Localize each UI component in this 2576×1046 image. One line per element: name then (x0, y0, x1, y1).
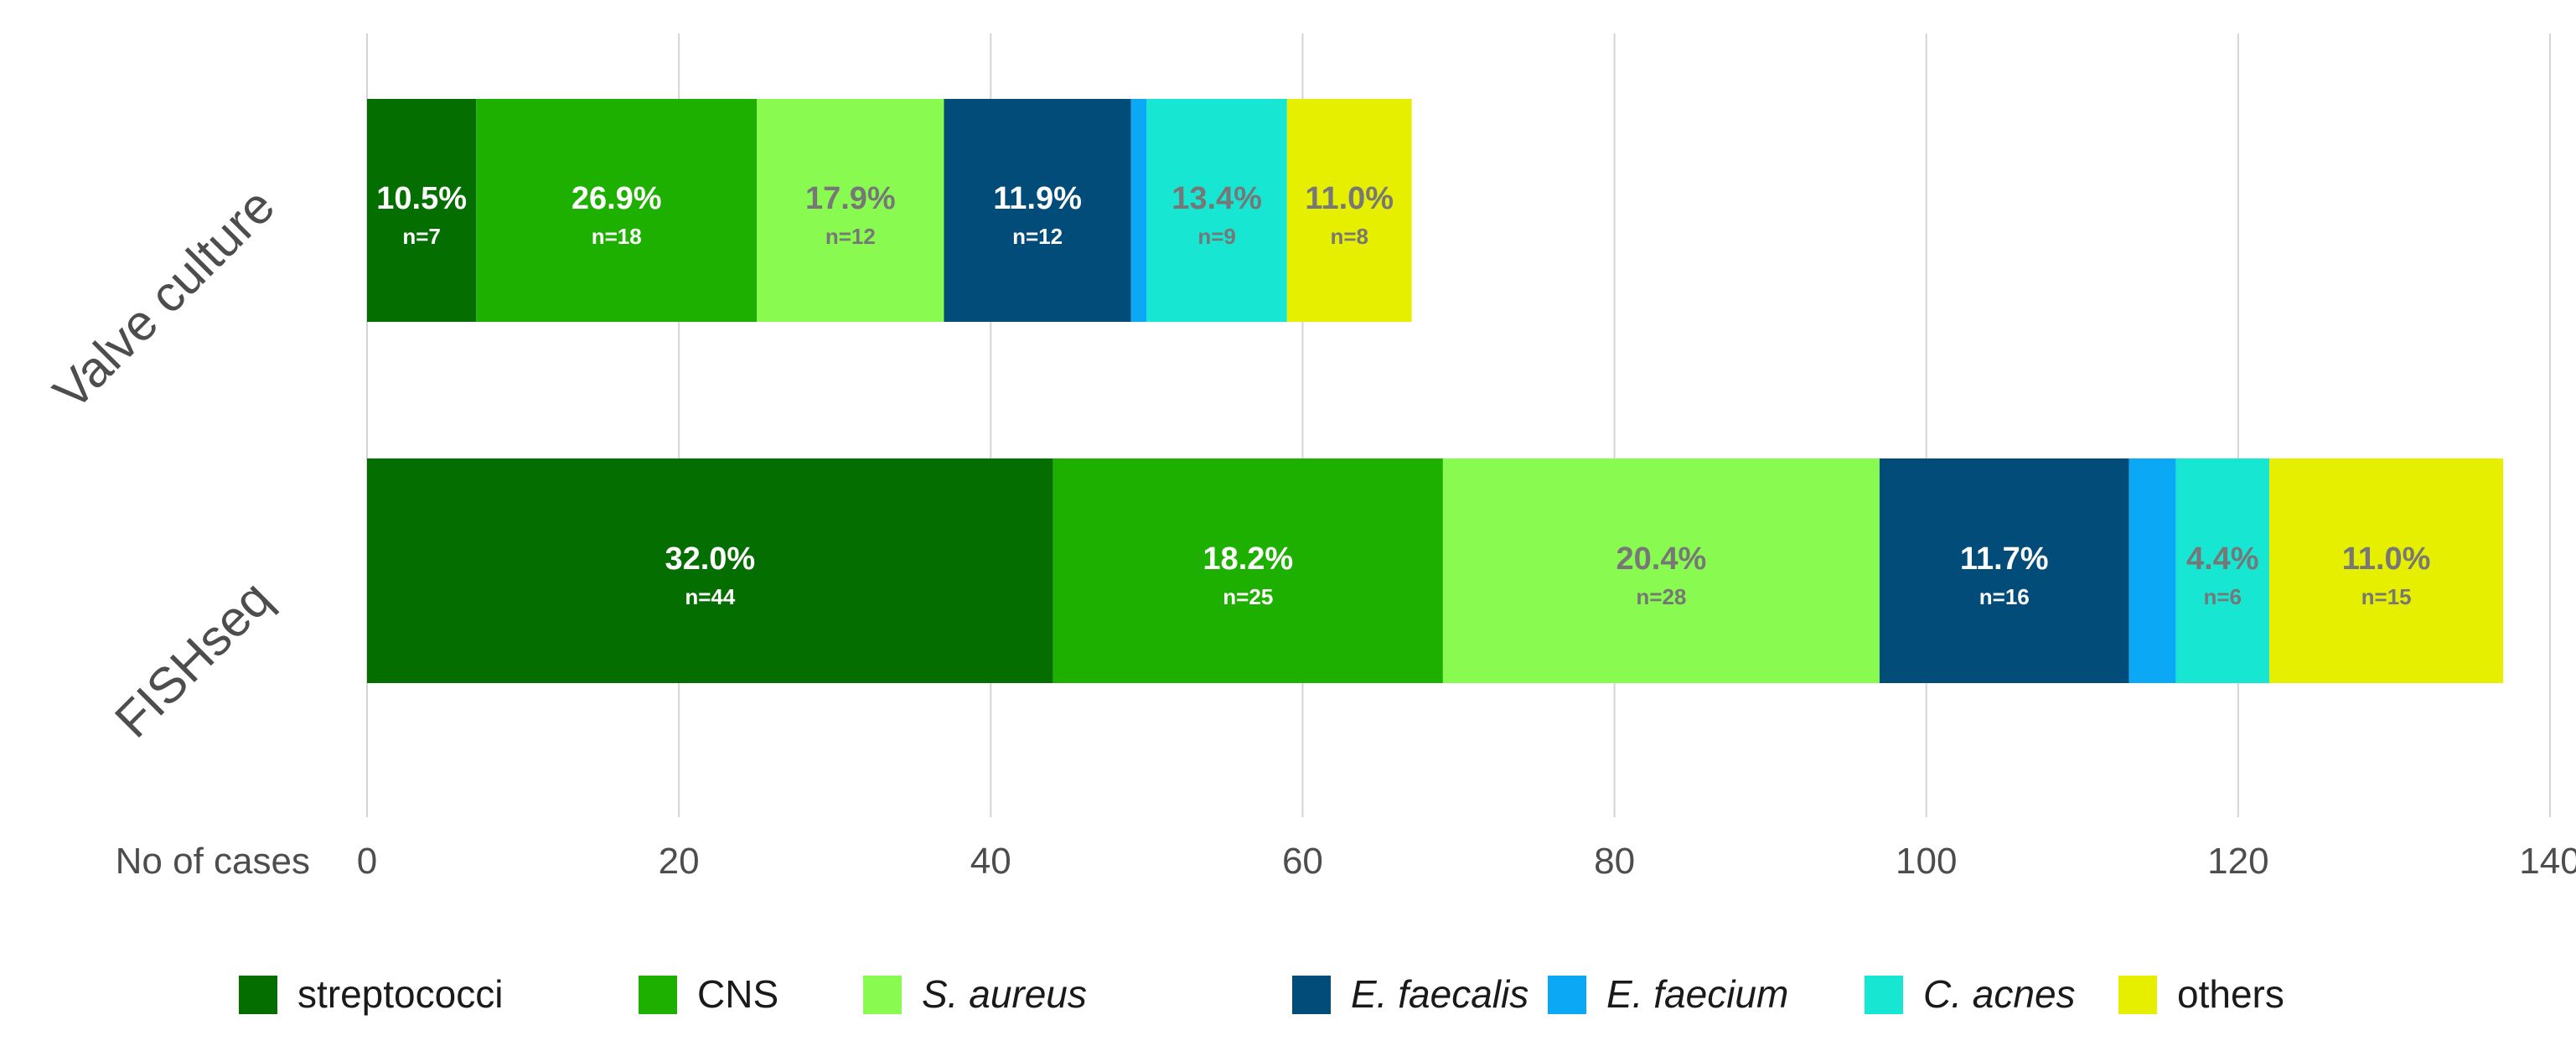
x-tick-label: 80 (1594, 841, 1635, 882)
legend-swatch (239, 976, 277, 1014)
x-tick-label: 60 (1282, 841, 1323, 882)
legend-label: others (2177, 972, 2284, 1016)
x-tick-label: 20 (659, 841, 700, 882)
bar-percent-label: 17.9% (805, 181, 896, 216)
bar-count-label: n=6 (2203, 584, 2242, 609)
bar-segment (367, 458, 1053, 683)
bar-count-label: n=16 (1979, 584, 2030, 609)
category-labels: Valve culture FISHseq (43, 178, 285, 748)
bar-count-label: n=44 (685, 584, 736, 609)
bar-percent-label: 20.4% (1616, 541, 1707, 577)
bar-percent-label: 11.9% (993, 181, 1082, 216)
bar-segment (944, 99, 1131, 322)
x-axis: No of cases 0 20 40 60 80 100 120 140 (116, 841, 2576, 882)
bar-count-label: n=7 (402, 224, 441, 249)
x-tick-label: 140 (2519, 841, 2576, 882)
bar-count-label: n=9 (1197, 224, 1236, 249)
x-tick-label: 40 (970, 841, 1011, 882)
bar-percent-label: 26.9% (572, 181, 662, 216)
bar-segment (757, 99, 944, 322)
legend-label: C. acnes (1923, 972, 2076, 1016)
bar-segment (476, 99, 758, 322)
bar-segment (367, 99, 477, 322)
legend-swatch (1865, 976, 1903, 1014)
bar-count-label: n=25 (1223, 584, 1273, 609)
bar-segment (2269, 458, 2504, 683)
bar-segment (1879, 458, 2129, 683)
x-tick-label: 0 (357, 841, 377, 882)
legend-swatch (1548, 976, 1586, 1014)
bar-segment (1442, 458, 1880, 683)
bar-segment (1130, 99, 1147, 322)
legend-label: CNS (697, 972, 778, 1016)
bar-percent-label: 13.4% (1172, 181, 1262, 216)
category-label: Valve culture (43, 178, 285, 420)
x-tick-label: 100 (1896, 841, 1957, 882)
bar-percent-label: 11.0% (2342, 541, 2431, 577)
legend-swatch (639, 976, 677, 1014)
legend-label: S. aureus (922, 972, 1087, 1016)
bar-segment (1146, 99, 1287, 322)
bar-percent-label: 18.2% (1203, 541, 1293, 577)
bar-segment (1286, 99, 1412, 322)
bar-percent-label: 4.4% (2186, 541, 2259, 577)
bar-count-label: n=12 (825, 224, 876, 249)
legend-swatch (1292, 976, 1331, 1014)
bar-labels: 10.5% n=7 26.9% n=18 17.9% n=12 11.9% n=12 13.4%… (376, 181, 2430, 609)
x-axis-title: No of cases (116, 841, 310, 882)
bar-count-label: n=12 (1012, 224, 1063, 249)
legend-label: E. faecium (1606, 972, 1788, 1016)
bar-segment (2175, 458, 2270, 683)
bars (367, 99, 2504, 683)
bar-segment (2129, 458, 2176, 683)
legend: streptococci CNS S. aureus E. faecalis E. fa… (239, 972, 2284, 1016)
legend-label: streptococci (297, 972, 503, 1016)
bar-percent-label: 32.0% (665, 541, 755, 577)
bar-count-label: n=15 (2361, 584, 2412, 609)
category-label: FISHseq (104, 570, 282, 748)
bar-percent-label: 11.0% (1305, 181, 1394, 216)
x-tick-label: 120 (2207, 841, 2268, 882)
bar-percent-label: 10.5% (376, 181, 467, 216)
bar-segment (1053, 458, 1443, 683)
bar-count-label: n=8 (1330, 224, 1368, 249)
legend-label: E. faecalis (1351, 972, 1529, 1016)
bar-percent-label: 11.7% (1960, 541, 2049, 577)
bar-count-label: n=18 (592, 224, 642, 249)
legend-swatch (2118, 976, 2157, 1014)
legend-swatch (863, 976, 902, 1014)
bar-count-label: n=28 (1636, 584, 1686, 609)
